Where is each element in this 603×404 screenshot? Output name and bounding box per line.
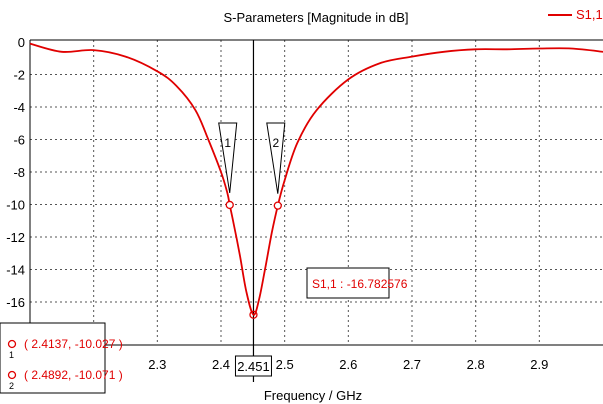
x-tick-label: 2.5 bbox=[276, 357, 294, 372]
marker-readout-icon-2 bbox=[7, 370, 17, 380]
cursor-point bbox=[249, 310, 258, 319]
marker-readout-1: ( 2.4137, -10.027 ) bbox=[24, 337, 123, 351]
x-tick-label-cursor: 2.451 bbox=[237, 359, 270, 374]
x-tick-labels: 2.22.32.42.52.62.72.82.92.451 bbox=[85, 355, 548, 377]
marker-readout-panel: 1 ( 2.4137, -10.027 ) 2 ( 2.4892, -10.07… bbox=[0, 322, 123, 394]
cursor-readout: S1,1 : -16.782576 bbox=[306, 267, 408, 299]
y-tick-label: -10 bbox=[6, 198, 25, 213]
x-tick-label: 2.4 bbox=[212, 357, 230, 372]
y-tick-label: 0 bbox=[18, 35, 25, 50]
x-tick-label: 2.7 bbox=[403, 357, 421, 372]
x-axis-label: Frequency / GHz bbox=[264, 388, 362, 403]
marker-readout-box bbox=[0, 322, 106, 394]
marker-readout-index-2: 2 bbox=[9, 381, 14, 391]
y-tick-label: -12 bbox=[6, 230, 25, 245]
legend-label: S1,1 bbox=[576, 7, 603, 22]
legend: S1,1 bbox=[548, 7, 603, 22]
x-tick-label: 2.3 bbox=[148, 357, 166, 372]
marker-callout-1 bbox=[218, 122, 238, 194]
x-tick-label: 2.9 bbox=[530, 357, 548, 372]
grid bbox=[30, 40, 603, 345]
cursor-x-box bbox=[234, 355, 272, 377]
marker-readout-2: ( 2.4892, -10.071 ) bbox=[24, 368, 123, 382]
x-tick-label: 2.6 bbox=[339, 357, 357, 372]
y-tick-label: -14 bbox=[6, 263, 25, 278]
y-tick-label: -6 bbox=[13, 133, 25, 148]
marker-readout-icon-1 bbox=[7, 339, 17, 349]
cursor-readout-label: S1,1 : -16.782576 bbox=[312, 277, 408, 291]
series-layer bbox=[29, 42, 603, 319]
y-tick-labels: 0 -2 -4 -6 -8 -10 -12 -14 -16 bbox=[6, 35, 25, 310]
marker-callout-text-1: 1 bbox=[224, 136, 231, 150]
series-line-1 bbox=[29, 42, 603, 316]
cursor-readout-box bbox=[306, 267, 390, 299]
y-tick-label: -8 bbox=[13, 165, 25, 180]
chart-title: S-Parameters [Magnitude in dB] bbox=[224, 10, 409, 25]
marker-readout-index-1: 1 bbox=[9, 350, 14, 360]
marker-callout-2 bbox=[266, 122, 286, 194]
x-tick-label: 2.8 bbox=[467, 357, 485, 372]
marker-point-2 bbox=[273, 201, 282, 210]
marker-callout-text-2: 2 bbox=[272, 136, 279, 150]
y-tick-label: -4 bbox=[13, 100, 25, 115]
y-tick-label: -2 bbox=[13, 68, 25, 83]
axes bbox=[29, 39, 603, 382]
marker-point-1 bbox=[225, 200, 234, 210]
y-tick-label: -16 bbox=[6, 295, 25, 310]
